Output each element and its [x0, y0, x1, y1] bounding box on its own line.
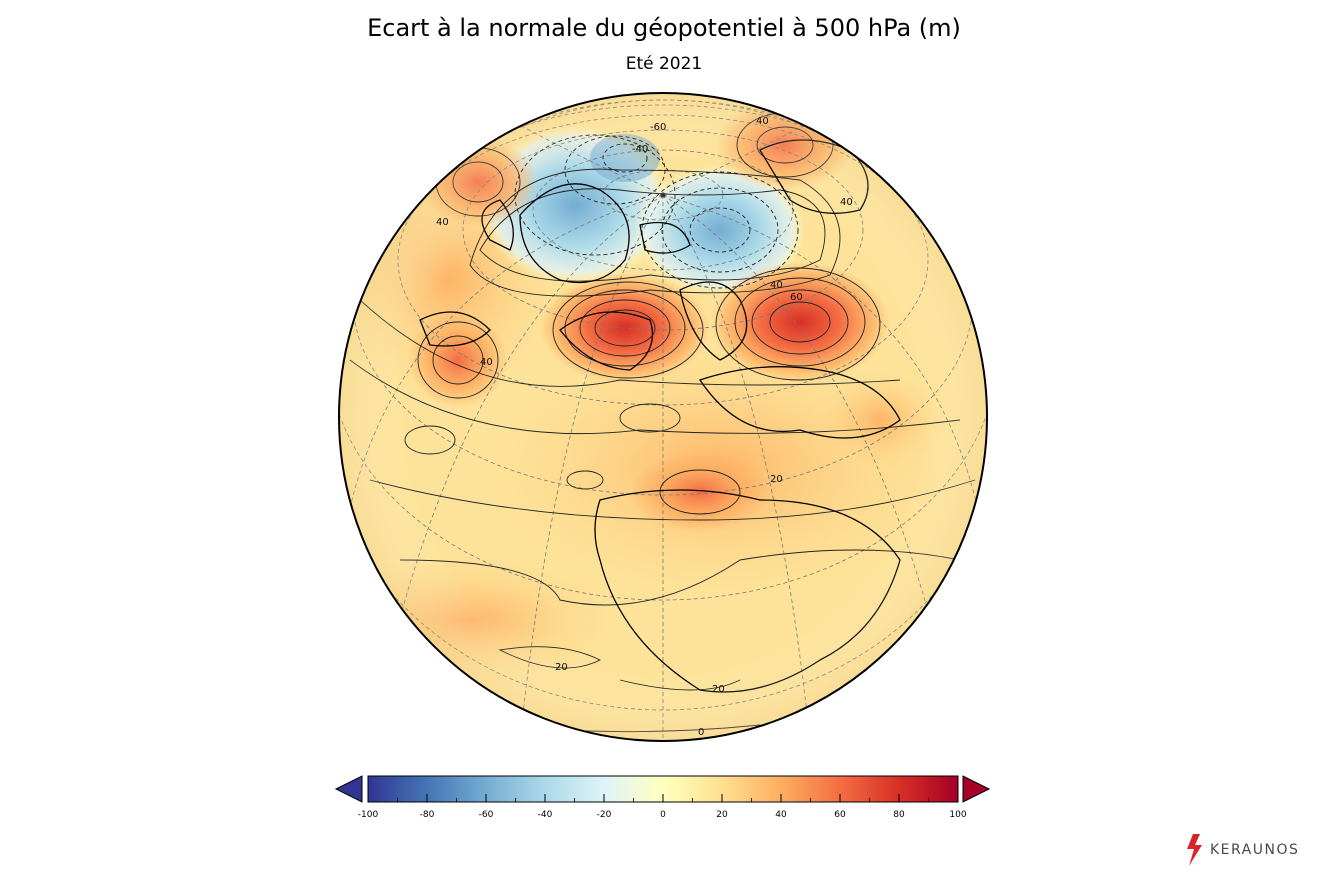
colorbar-tick-label: 0	[660, 810, 666, 820]
colorbar-tick-label: 60	[834, 810, 846, 820]
contour-label: -40	[632, 144, 648, 155]
colorbar-tick-label: -20	[597, 810, 612, 820]
colorbar-tick-label: -100	[358, 810, 379, 820]
contour-label: 20	[712, 684, 725, 695]
colorbar-tick-label: -80	[420, 810, 435, 820]
contour-label: 60	[790, 292, 803, 303]
globe-outline	[338, 92, 988, 742]
contour-label: 40	[840, 197, 853, 208]
colorbar-tick-label: -40	[538, 810, 553, 820]
colorbar-tick-label: 20	[716, 810, 728, 820]
lightning-bolt-icon	[1187, 834, 1202, 866]
colorbar-max-arrow	[962, 775, 991, 803]
colorbar-ticks: -100 -80 -60 -40 -20 0 20 40 60 80 100	[358, 794, 967, 820]
contour-labels: -60 -40 40 40 40 40 40 60 20 20 20 0	[436, 116, 853, 738]
map-subtitle: Eté 2021	[625, 54, 703, 74]
contour-label: 40	[770, 280, 783, 291]
logo-text: KERAUNOS	[1210, 842, 1300, 858]
map-title: Ecart à la normale du géopotentiel à 500…	[367, 14, 961, 42]
colorbar-tick-label: 100	[949, 810, 966, 820]
globe-map: -60 -40 40 40 40 40 40 60 20 20 20 0	[338, 92, 988, 742]
colorbar: -100 -80 -60 -40 -20 0 20 40 60 80 100	[334, 775, 991, 820]
contour-label: 20	[555, 662, 568, 673]
contour-label: 40	[436, 217, 449, 228]
keraunos-logo: KERAUNOS	[1184, 834, 1314, 868]
north-pole-marker	[660, 192, 666, 198]
colorbar-tick-label: -60	[479, 810, 494, 820]
contour-label: 20	[770, 474, 783, 485]
contour-label: 0	[698, 727, 704, 738]
contour-label: 40	[480, 357, 493, 368]
contour-label: -60	[650, 122, 666, 133]
contour-label: 40	[756, 116, 769, 127]
colorbar-min-arrow	[334, 775, 363, 803]
colorbar-tick-label: 80	[893, 810, 905, 820]
colorbar-tick-label: 40	[775, 810, 787, 820]
